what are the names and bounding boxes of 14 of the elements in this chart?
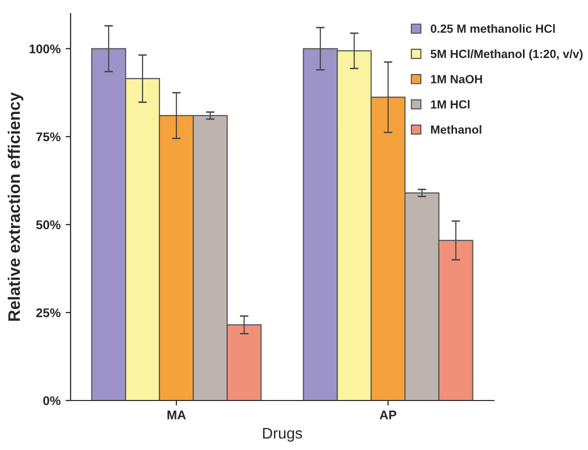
x-tick-label: AP	[380, 410, 396, 420]
legend-label: 0.25 M methanolic HCl	[430, 24, 555, 33]
x-tick-label: MA	[168, 410, 186, 420]
y-tick-label: 75%	[36, 132, 61, 142]
x-axis-title: Drugs	[263, 428, 302, 442]
y-axis-title: Relative extraction efficiency	[8, 92, 24, 321]
legend-label: Methanol	[431, 125, 482, 134]
y-tick-label: 25%	[36, 308, 61, 318]
legend-label: 1M HCl	[431, 100, 470, 109]
legend-label: 1M NaOH	[431, 74, 482, 84]
y-tick-label: 50%	[36, 220, 61, 230]
y-tick-label: 0%	[43, 396, 61, 406]
legend-label: 5M HCl/Methanol (1:20, v/v)	[430, 49, 583, 60]
y-tick-label: 100%	[30, 44, 61, 54]
